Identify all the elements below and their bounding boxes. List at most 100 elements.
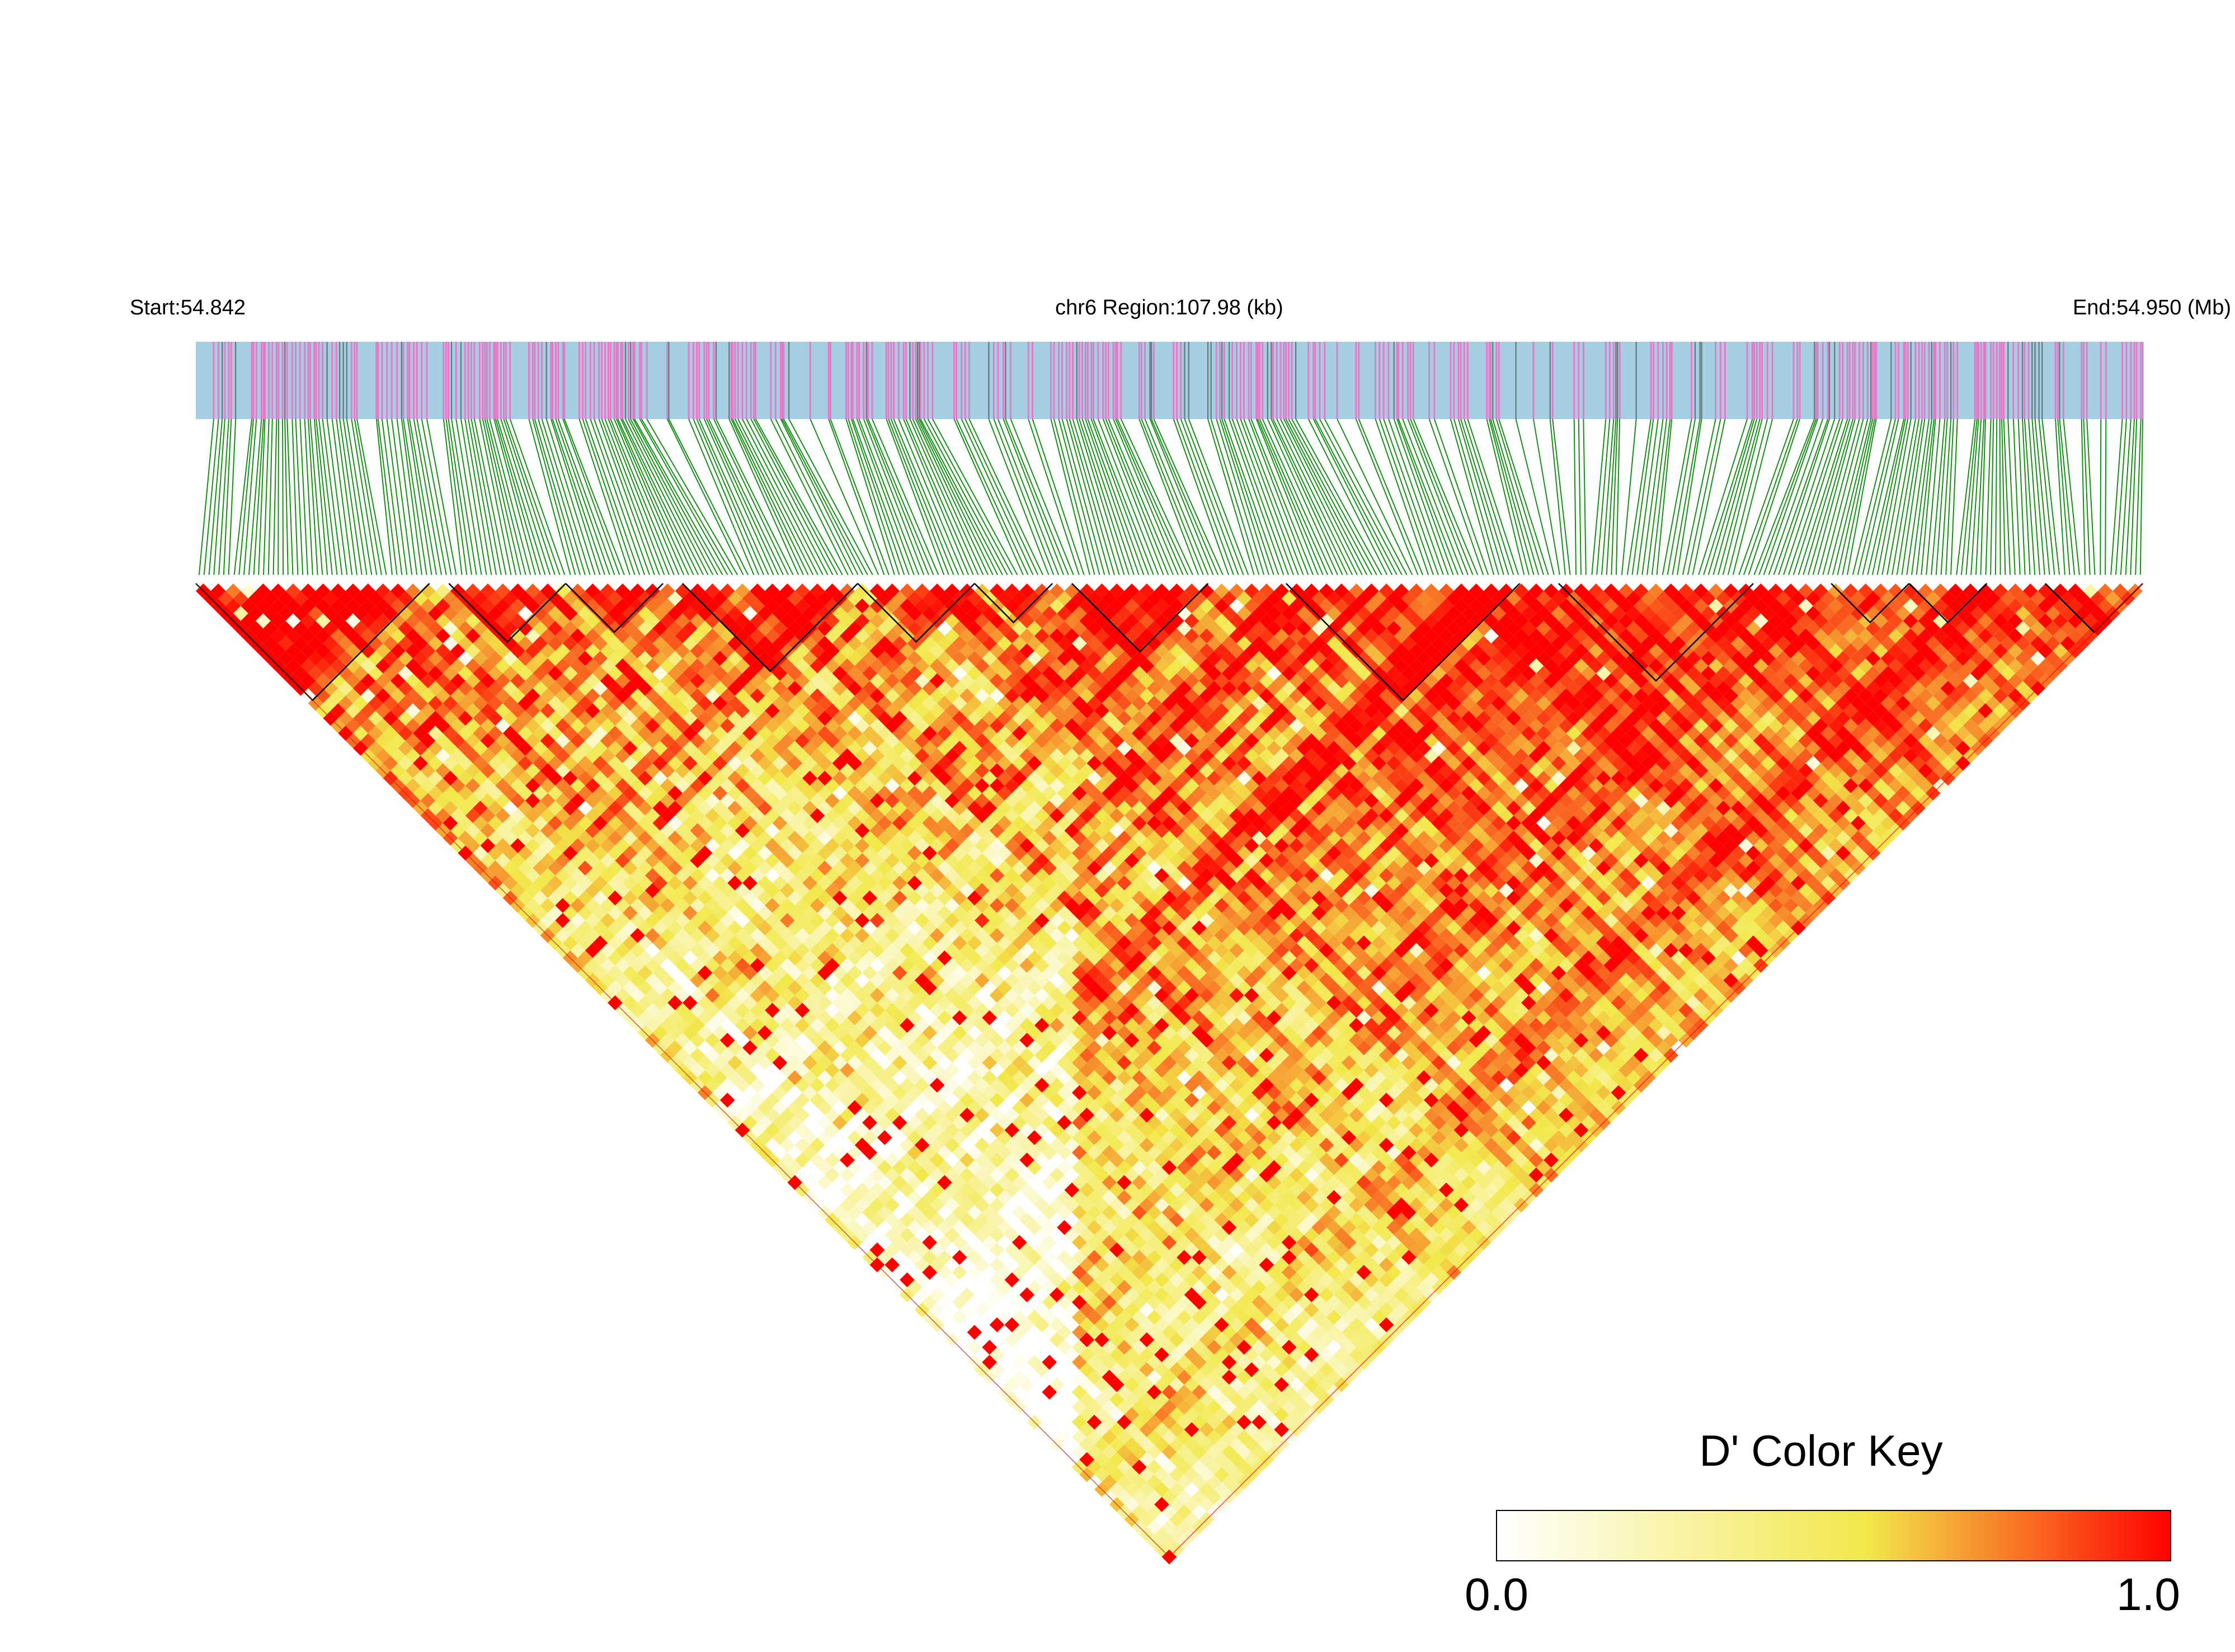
snp-connector bbox=[2022, 418, 2031, 584]
ld-cell bbox=[989, 1182, 1005, 1198]
ld-cell bbox=[667, 995, 683, 1010]
ld-cell bbox=[652, 995, 668, 1010]
ld-cell bbox=[375, 703, 390, 718]
ld-cell bbox=[420, 643, 436, 658]
ld-cell bbox=[735, 943, 750, 958]
snp-connector bbox=[1450, 418, 1497, 584]
ld-cell bbox=[929, 1212, 945, 1228]
snp-connector bbox=[968, 418, 1048, 584]
ld-cell bbox=[330, 673, 346, 689]
ld-cell bbox=[660, 943, 675, 958]
snp-connector bbox=[2105, 418, 2107, 584]
ld-cell bbox=[1027, 1279, 1042, 1295]
snp-connector bbox=[396, 418, 419, 584]
snp-connector bbox=[1630, 418, 1654, 584]
ld-cell bbox=[1094, 1347, 1109, 1362]
ld-cell bbox=[577, 920, 593, 936]
ld-cell bbox=[757, 980, 773, 996]
snp-connector bbox=[1680, 418, 1716, 584]
ld-cell bbox=[368, 710, 383, 726]
ld-cell bbox=[1072, 1310, 1087, 1325]
ld-cell bbox=[285, 613, 301, 629]
snp-connector bbox=[1076, 418, 1128, 584]
ld-cell bbox=[495, 733, 511, 749]
ld-cell bbox=[1139, 1332, 1155, 1348]
ld-cell bbox=[914, 1197, 930, 1213]
ld-cell bbox=[1019, 1302, 1035, 1317]
ld-cell bbox=[465, 778, 481, 793]
ld-cell bbox=[330, 643, 346, 658]
ld-cell bbox=[495, 868, 511, 883]
ld-cell bbox=[510, 763, 525, 778]
ld-cell bbox=[1199, 1467, 1215, 1482]
ld-cell bbox=[630, 943, 646, 958]
ld-cell bbox=[383, 710, 398, 726]
ld-cell bbox=[719, 928, 735, 943]
snp-connector bbox=[646, 418, 743, 584]
snp-connector bbox=[402, 418, 429, 584]
ld-cell bbox=[577, 785, 593, 801]
ld-cell bbox=[562, 755, 578, 771]
ld-cell bbox=[922, 1220, 938, 1235]
ld-cell bbox=[1072, 1444, 1087, 1460]
snp-connector bbox=[1307, 418, 1392, 584]
ld-cell bbox=[473, 710, 488, 726]
ld-cell bbox=[1004, 1347, 1020, 1362]
ld-cell bbox=[308, 591, 323, 606]
ld-cell bbox=[929, 1197, 945, 1213]
snp-connector bbox=[1840, 418, 1875, 584]
snp-connector bbox=[299, 418, 309, 584]
ld-cell bbox=[869, 1107, 885, 1123]
ld-cell bbox=[967, 1295, 982, 1310]
ld-cell bbox=[278, 636, 293, 651]
ld-cell bbox=[997, 1220, 1012, 1235]
ld-cell bbox=[488, 726, 503, 741]
ld-cell bbox=[308, 666, 323, 681]
ld-cell bbox=[1139, 1422, 1155, 1437]
snp-connector bbox=[1375, 418, 1432, 584]
ld-cell bbox=[780, 973, 795, 988]
ld-cell bbox=[810, 1077, 825, 1093]
ld-cell bbox=[929, 1182, 945, 1198]
snp-connector bbox=[1498, 418, 1552, 584]
ld-cell bbox=[1199, 1407, 1215, 1423]
ld-cell bbox=[458, 666, 473, 681]
ld-cell bbox=[630, 883, 646, 898]
snp-connector bbox=[1820, 418, 1864, 584]
snp-connector bbox=[455, 418, 484, 584]
snp-connector bbox=[915, 418, 993, 584]
snp-connector bbox=[706, 418, 783, 584]
ld-cell bbox=[727, 1010, 743, 1025]
ld-cell bbox=[967, 1190, 982, 1205]
ld-cell bbox=[1184, 1392, 1199, 1408]
ld-cell bbox=[592, 830, 608, 846]
snp-connector bbox=[1138, 418, 1202, 584]
snp-connector bbox=[2083, 418, 2091, 584]
snp-connector bbox=[1810, 418, 1856, 584]
snp-connector bbox=[1271, 418, 1347, 584]
snp-connector bbox=[242, 418, 257, 584]
ld-cell bbox=[750, 1093, 765, 1108]
ld-cell bbox=[413, 666, 428, 681]
snp-connector bbox=[988, 418, 1053, 584]
ld-cell bbox=[937, 1279, 952, 1295]
ld-cell bbox=[892, 1115, 907, 1131]
ld-cell bbox=[390, 718, 406, 733]
ld-cell bbox=[1102, 1325, 1117, 1340]
ld-cell bbox=[555, 778, 571, 793]
ld-cell bbox=[832, 1040, 848, 1056]
snp-connector bbox=[1337, 418, 1417, 584]
ld-cell bbox=[368, 651, 383, 666]
snp-connector bbox=[865, 418, 933, 584]
ld-cell bbox=[1192, 1460, 1207, 1475]
ld-cell bbox=[353, 666, 368, 681]
ld-cell bbox=[525, 868, 540, 883]
snp-connector bbox=[858, 418, 923, 584]
ld-cell bbox=[263, 606, 279, 621]
ld-cell bbox=[1214, 1407, 1230, 1423]
ld-cell bbox=[869, 1182, 885, 1198]
ld-cell bbox=[592, 876, 608, 891]
ld-cell bbox=[900, 1272, 915, 1288]
ld-cell bbox=[705, 958, 720, 973]
